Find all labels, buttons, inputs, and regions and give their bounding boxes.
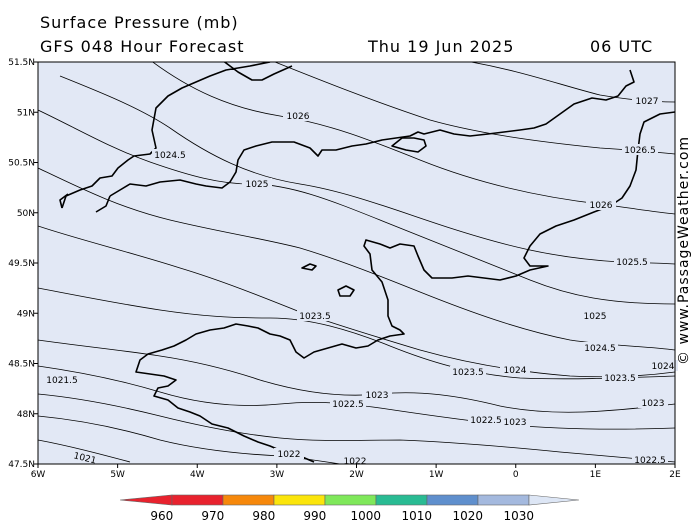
isobar-label: 1021.5 [46,376,78,386]
pressure-colorbar: 960 970 980 990 1000 1010 1020 1030 [119,494,580,523]
isobar-label: 1022.5 [634,456,666,466]
colorbar-tick-label: 960 [150,509,173,523]
colorbar-tick-label: 980 [252,509,275,523]
isobar-1023 [38,339,675,413]
colorbar-segment [273,494,326,506]
isobar-label: 1024.5 [584,344,616,354]
isobar-1024 [38,225,675,378]
isobar-label: 1023 [504,418,527,428]
isobar-1021-5 [38,415,343,464]
isobar-label: 1025 [246,180,269,190]
lon-tick-label: 5W [110,470,125,480]
map-subtitle: GFS 048 Hour Forecast [40,37,245,56]
colorbar-low-arrow [119,494,173,506]
isobar-label: 1023 [366,391,389,401]
lat-tick-label: 51N [17,108,35,118]
isobar-label: 1023.5 [299,312,331,322]
map-title: Surface Pressure (mb) [40,13,239,32]
isobar-1023-5 [38,287,675,380]
colorbar-high-arrow [528,494,580,506]
lat-tick-label: 49.5N [8,259,35,269]
lat-tick-label: 49N [17,309,35,319]
isobar-label: 1022.5 [332,400,364,410]
lat-tick-label: 51.5N [8,58,35,68]
colorbar-tick-label: 990 [303,509,326,523]
lon-tick-label: 0 [513,470,519,480]
lon-tick-label: 2W [349,470,364,480]
coastline-france [135,111,675,463]
isobar-1024-5 [38,167,675,351]
isobar-label: 1022.5 [470,416,502,426]
colorbar-segment [426,494,479,506]
colorbar-tick-label: 1030 [504,509,535,523]
colorbar-tick-label: 1000 [351,509,382,523]
site-credit: © www.PassageWeather.com [676,135,692,365]
lon-tick-label: 4W [190,470,205,480]
isobar-label: 1024 [504,366,527,376]
lon-tick-label: 1E [590,470,602,480]
coastline-alderney [301,263,317,271]
isobar-1025-5 [59,75,675,265]
coastline-england-west [59,193,111,213]
coastline-isle-of-wight [391,137,427,153]
isobar-label: 1022 [344,457,367,467]
colorbar-tick-label: 970 [201,509,224,523]
isobar-label: 1027 [636,97,659,107]
lat-tick-label: 50N [17,209,35,219]
map-background [38,62,675,464]
colorbar-segment [324,494,377,506]
lat-tick-label: 47.5N [8,460,35,470]
isobar-label: 1026 [590,201,613,211]
lat-tick-label: 50.5N [8,159,35,169]
pressure-map: 1027 1026.5 1026 1026 1025.5 1024.5 1025… [8,58,681,480]
colorbar-segment [171,494,224,506]
colorbar-tick-label: 1020 [453,509,484,523]
forecast-date: Thu 19 Jun 2025 [368,37,515,56]
lon-tick-label: 1W [429,470,444,480]
colorbar-tick-label: 1010 [402,509,433,523]
lat-tick-label: 48N [17,410,35,420]
isobar-label: 1026 [287,112,310,122]
lon-tick-label: 6W [31,470,46,480]
lat-tick-label: 48.5N [8,360,35,370]
isobar-label: 1026.5 [624,146,656,156]
isobar-label: 1025.5 [616,258,648,268]
isobar-1025 [38,109,675,305]
isobar-1022 [38,393,675,463]
isobar-label: 1023 [642,399,665,409]
lon-tick-label: 3W [270,470,285,480]
isobar-label: 1024.5 [154,151,186,161]
colorbar-segment [477,494,530,506]
isobar-label: 1024 [652,362,675,372]
isobar-label: 1025 [584,312,607,322]
lon-tick-label: 2E [669,470,681,480]
isobar-label: 1023.5 [452,368,484,378]
isobar-1021 [38,439,131,463]
colorbar-segment [222,494,275,506]
colorbar-segment [375,494,428,506]
isobar-label: 1023.5 [604,374,636,384]
isobar-label: 1022 [278,450,301,460]
coastline-jersey [337,285,355,297]
forecast-time: 06 UTC [590,37,654,56]
